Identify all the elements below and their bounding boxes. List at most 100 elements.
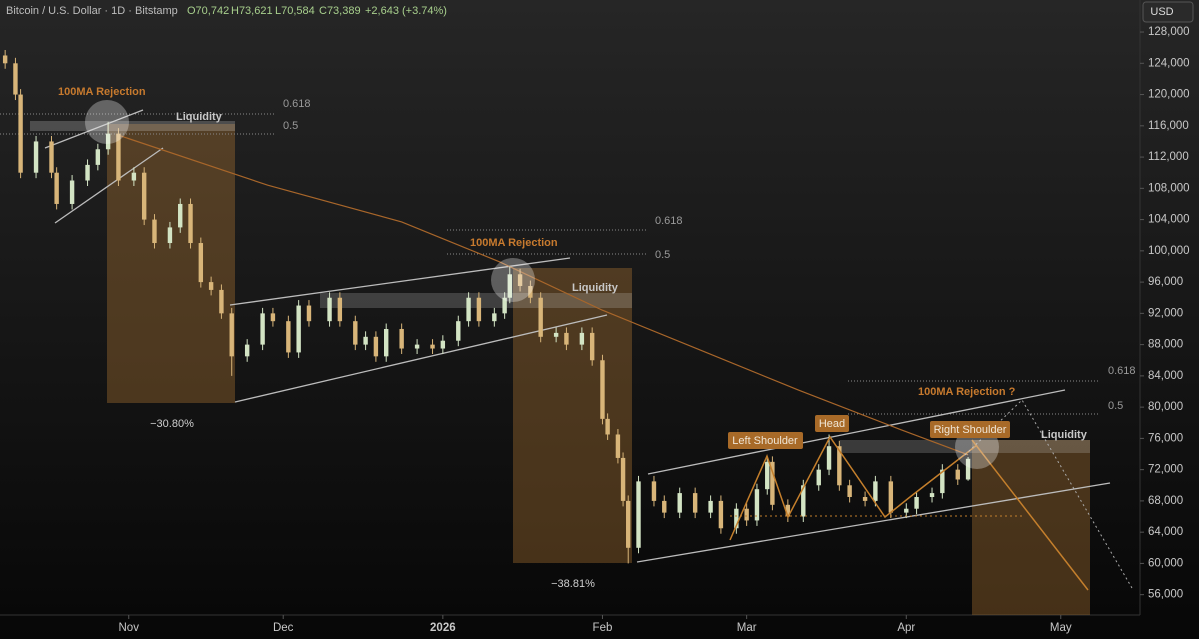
candle-body [847, 485, 852, 498]
currency-box[interactable] [1142, 1, 1194, 23]
candle-body [178, 203, 183, 228]
x-tick-label: 2026 [430, 622, 456, 634]
y-tick-label: 76,000 [1148, 432, 1183, 444]
trendline [636, 482, 1111, 563]
candle-body [965, 458, 971, 480]
candle-body [219, 289, 224, 314]
candle-body [208, 282, 214, 290]
candle-body [492, 313, 497, 322]
candle-body [744, 508, 749, 521]
annotation: 100MA Rejection [470, 237, 558, 249]
ohlc-open: O70,742 [187, 5, 229, 17]
candle-body [353, 321, 358, 345]
candle-body [116, 133, 121, 181]
drawdown-zone [107, 124, 235, 403]
candle-body [914, 497, 919, 509]
candle-body [507, 274, 512, 298]
candle-body [229, 313, 234, 357]
fib-label: 0.5 [283, 120, 298, 132]
candle-body [383, 328, 389, 357]
candle-body [476, 297, 482, 322]
candle-body [605, 418, 610, 435]
candle-body [801, 485, 806, 517]
candle-body [296, 305, 301, 353]
x-tick-label: Feb [593, 622, 613, 634]
candle-body [95, 149, 101, 165]
annotation: Liquidity [572, 282, 619, 294]
label-box [815, 415, 849, 432]
candle-body [152, 219, 157, 244]
zones [0, 109, 1111, 615]
x-tick-label: Nov [119, 622, 140, 634]
candle-body [718, 500, 724, 529]
fib-label: 0.5 [1108, 400, 1123, 412]
y-tick-label: 124,000 [1148, 57, 1190, 69]
rejection-circle [85, 100, 129, 144]
candle-body [708, 500, 713, 513]
annotation: Liquidity [176, 111, 223, 123]
candle-body [456, 321, 461, 341]
label-box [728, 432, 803, 449]
y-tick-label: 108,000 [1148, 182, 1190, 194]
ohlc-low: L70,584 [275, 5, 315, 17]
candle-body [430, 344, 435, 349]
candle-body [528, 286, 533, 298]
fib-label: 0.618 [655, 215, 683, 227]
candle-body [244, 344, 250, 357]
candle-body [677, 493, 682, 513]
candles [2, 50, 971, 564]
label-box [930, 421, 1010, 438]
trendline [44, 109, 144, 149]
y-tick-label: 112,000 [1148, 151, 1189, 163]
candle-body [589, 332, 595, 361]
x-tick-label: Dec [273, 622, 294, 634]
annotation: 100MA Rejection ? [918, 386, 1016, 398]
candle-body [955, 469, 960, 480]
trendline [647, 389, 1066, 475]
trendline [234, 314, 608, 403]
liquidity-band [840, 440, 1090, 453]
y-tick-label: 120,000 [1148, 89, 1190, 101]
drawdown-zone [513, 268, 632, 563]
candle-body [873, 481, 878, 501]
pattern-label: Head [819, 418, 845, 430]
liquidity-band [30, 121, 235, 131]
y-tick-label: 128,000 [1148, 26, 1190, 38]
candle-body [2, 55, 8, 64]
candle-body [105, 133, 111, 150]
candle-body [399, 328, 404, 349]
candle-body [85, 164, 90, 181]
candle-body [620, 457, 626, 501]
y-tick-label: 72,000 [1148, 464, 1183, 476]
annotation: Liquidity [1041, 429, 1088, 441]
x-tick-label: May [1050, 622, 1072, 634]
candle-body [517, 274, 523, 287]
y-tick-label: 68,000 [1148, 495, 1183, 507]
candle-body [131, 172, 137, 181]
candle-body [54, 172, 59, 204]
candle-body [826, 446, 832, 470]
candle-body [327, 297, 332, 322]
y-tick-label: 100,000 [1148, 245, 1190, 257]
candle-body [692, 493, 698, 513]
candle-body [929, 493, 935, 498]
candle-body [553, 332, 559, 337]
y-tick-label: 92,000 [1148, 307, 1183, 319]
y-tick-label: 84,000 [1148, 370, 1183, 382]
fib-label: 0.618 [283, 98, 311, 110]
candle-body [904, 508, 909, 513]
candle-body [765, 461, 770, 490]
candle-body [18, 94, 23, 173]
candle-body [13, 63, 18, 95]
candle-body [940, 469, 945, 494]
candle-body [260, 313, 265, 345]
projection-zone [972, 440, 1090, 615]
trendline [229, 257, 571, 306]
candle-body [754, 489, 760, 521]
y-tick-label: 80,000 [1148, 401, 1183, 413]
pattern-label: Left Shoulder [732, 435, 798, 447]
candle-body [466, 297, 471, 322]
moving-average [118, 134, 969, 456]
currency[interactable]: USD [1150, 6, 1173, 18]
